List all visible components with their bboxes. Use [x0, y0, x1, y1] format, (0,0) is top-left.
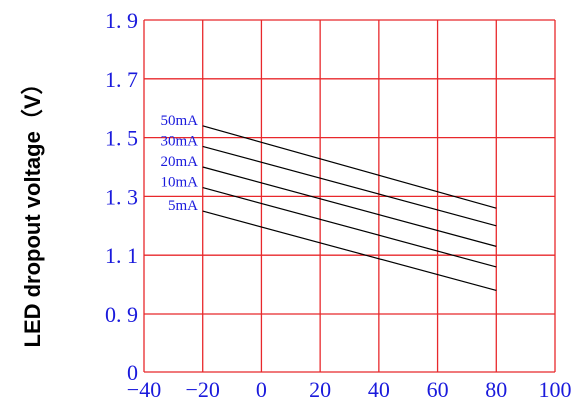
series-line — [202, 145, 497, 227]
series-lines — [202, 125, 497, 292]
series-labels: 50mA 30mA 20mA 10mA 5mA — [161, 113, 199, 214]
y-tick-label: 0. 9 — [105, 302, 138, 327]
y-tick-label: 1. 7 — [105, 67, 138, 92]
series-line — [202, 210, 497, 292]
grid — [143, 19, 556, 373]
x-tick-label: −40 — [127, 377, 161, 402]
series-label: 20mA — [161, 154, 199, 170]
x-tick-label: 20 — [309, 377, 331, 402]
x-tick-label: 100 — [539, 377, 572, 402]
x-tick-label: −20 — [186, 377, 220, 402]
series-line — [202, 187, 497, 268]
y-axis-ticks: 0 0. 9 1. 1 1. 3 1. 5 1. 7 1. 9 — [105, 8, 138, 385]
series-label: 10mA — [161, 175, 199, 191]
x-tick-label: 0 — [256, 377, 267, 402]
series-line — [202, 125, 497, 209]
x-axis-ticks: −40 −20 0 20 40 60 80 100 — [127, 377, 572, 402]
series-line — [202, 166, 497, 247]
y-axis-title: LED dropout voltage（V） — [20, 72, 45, 347]
y-tick-label: 1. 5 — [105, 126, 138, 151]
x-tick-label: 80 — [485, 377, 507, 402]
y-tick-label: 1. 1 — [105, 243, 138, 268]
series-label: 5mA — [168, 198, 198, 214]
x-tick-label: 40 — [368, 377, 390, 402]
series-label: 30mA — [161, 133, 199, 149]
y-tick-label: 1. 3 — [105, 184, 138, 209]
y-tick-label: 0 — [127, 360, 138, 385]
y-tick-label: 1. 9 — [105, 8, 138, 33]
x-tick-label: 60 — [427, 377, 449, 402]
series-label: 50mA — [161, 113, 199, 129]
